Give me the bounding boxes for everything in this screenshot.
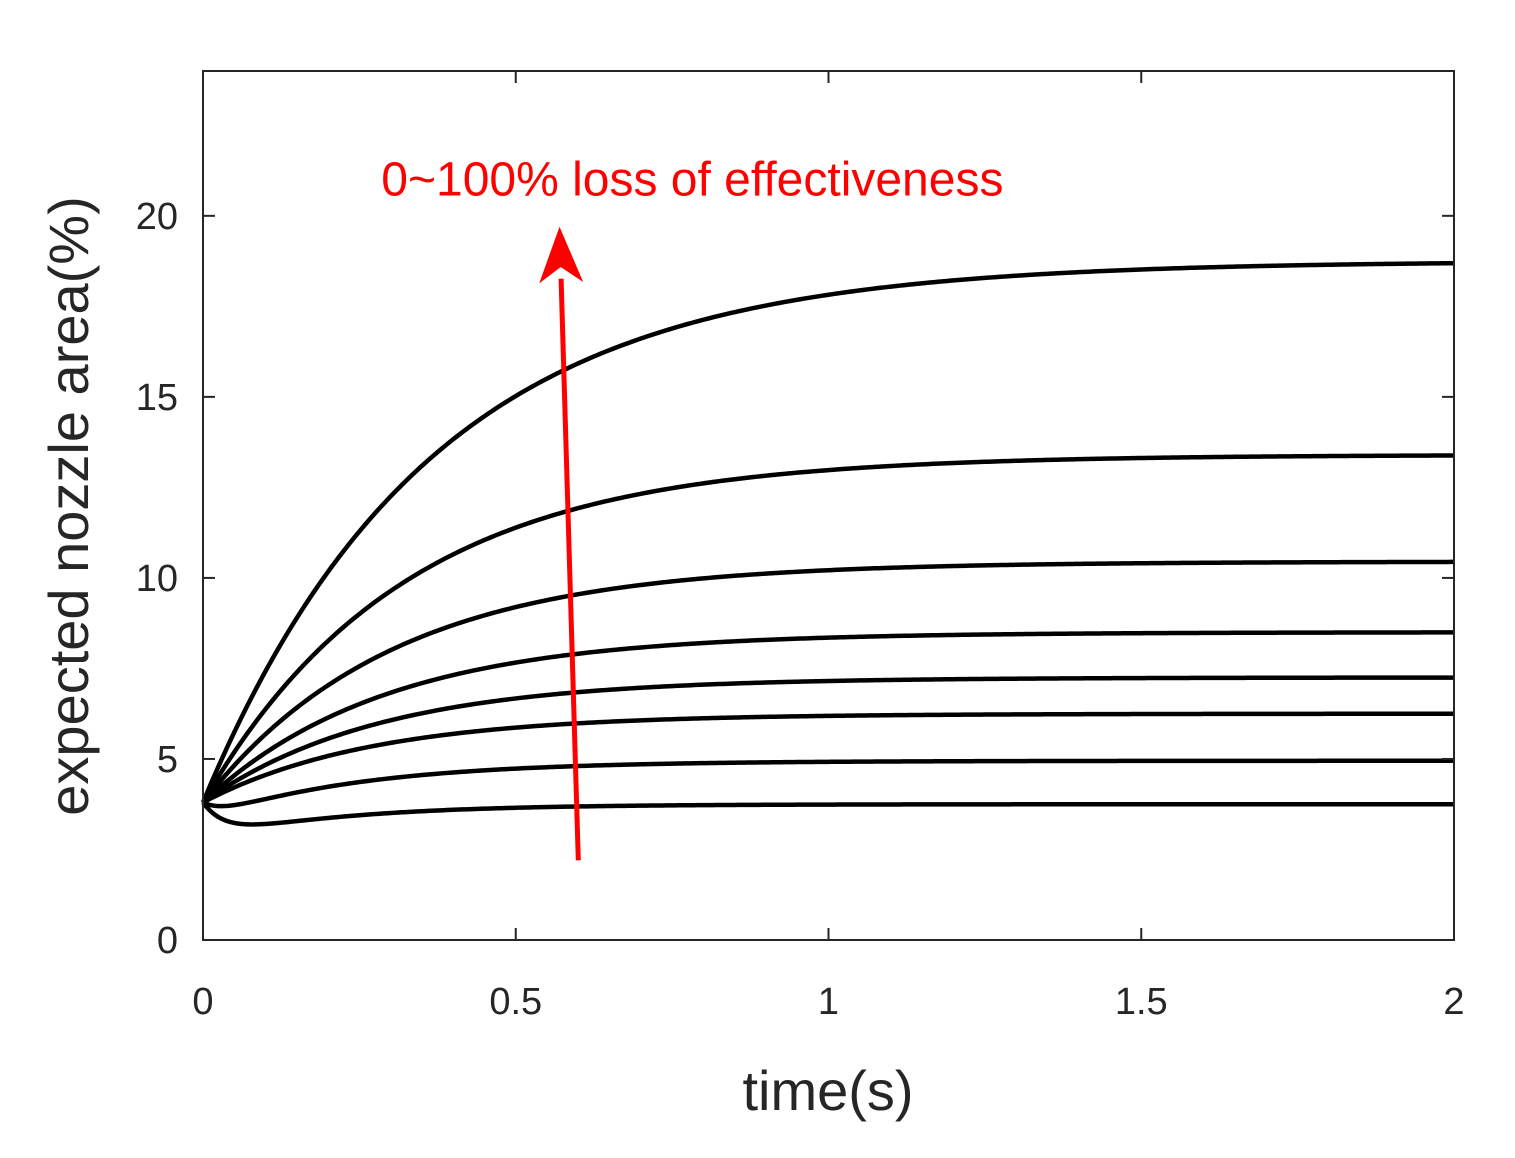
ticks-group [202,71,1455,941]
x-axis-title: time(s) [742,1059,913,1122]
series-line-3 [201,711,1454,805]
arrow-shaft [558,278,581,861]
y-tick-label-0: 0 [157,920,178,962]
annotation-text: 0~100% loss of effectiveness [381,154,1003,207]
x-tick-label-4: 2 [1443,981,1464,1023]
y-axis-title: expected nozzle area(%) [37,196,100,815]
y-tick-label-1: 5 [157,739,178,781]
x-tick-label-1: 0.5 [489,981,542,1023]
series-line-2 [202,758,1454,809]
x-tick-label-2: 1 [818,981,839,1023]
annotation-group: 0~100% loss of effectiveness [381,154,1003,861]
y-tick-label-3: 15 [136,377,178,419]
series-line-6 [201,559,1454,804]
y-tick-label-2: 10 [136,558,178,600]
y-tick-label-4: 20 [136,196,178,238]
series-line-1 [201,801,1454,827]
arrow-head [539,226,584,284]
series-line-8 [200,260,1455,804]
x-tick-label-0: 0 [192,981,213,1023]
series-line-4 [201,675,1454,805]
curves-group [200,260,1455,827]
series-line-5 [201,630,1454,805]
series-line-7 [201,453,1455,804]
x-tick-label-3: 1.5 [1115,981,1168,1023]
